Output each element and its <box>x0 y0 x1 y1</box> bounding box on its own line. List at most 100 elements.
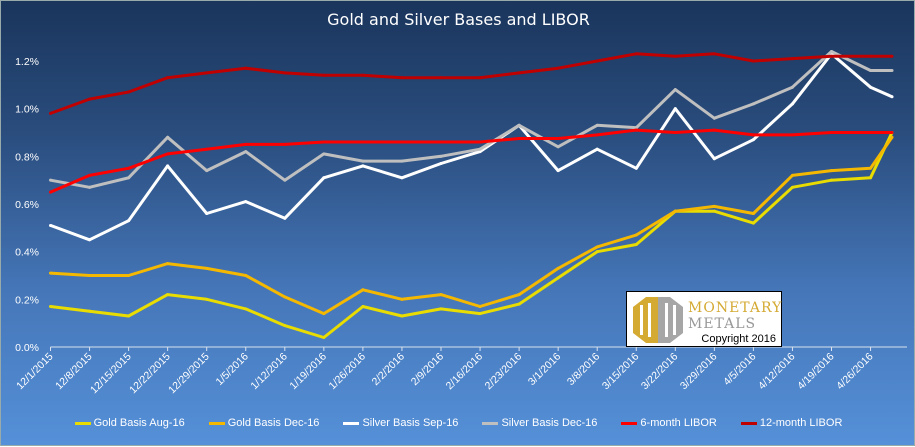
legend-label: 12-month LIBOR <box>759 417 843 429</box>
data-point <box>322 140 326 144</box>
legend-swatch <box>74 421 91 425</box>
data-point <box>556 266 560 270</box>
data-point <box>205 266 209 270</box>
data-point <box>712 204 716 208</box>
data-point <box>166 164 170 168</box>
data-point <box>751 212 755 216</box>
data-point <box>49 190 52 194</box>
data-point <box>830 49 833 53</box>
x-tick-label: 12/1/2015 <box>14 351 56 393</box>
legend-item: Silver Basis Sep-16 <box>343 417 458 429</box>
data-point <box>400 314 404 318</box>
data-point <box>361 304 365 308</box>
data-point <box>49 223 52 227</box>
data-point <box>517 293 521 297</box>
data-point <box>517 123 521 127</box>
x-tick-label: 2/16/2016 <box>444 351 486 393</box>
x-tick-label: 2/23/2016 <box>483 351 525 393</box>
data-point <box>244 142 248 146</box>
data-point <box>830 169 833 173</box>
data-point <box>127 219 131 223</box>
data-point <box>322 152 326 156</box>
series-line-gold-basis-dec-16 <box>50 136 894 316</box>
legend-label: Gold Basis Dec-16 <box>227 417 320 429</box>
x-tick-label: 4/12/2016 <box>756 351 798 393</box>
data-point <box>205 147 209 151</box>
data-point <box>127 166 131 170</box>
data-point <box>478 312 482 316</box>
data-point <box>361 288 365 292</box>
data-point <box>283 71 287 75</box>
data-point <box>556 276 560 280</box>
data-point <box>556 145 560 149</box>
data-point <box>361 73 365 77</box>
data-point <box>673 54 677 58</box>
data-point <box>556 136 560 140</box>
data-point <box>244 274 248 277</box>
data-point <box>634 166 638 170</box>
data-point <box>673 131 677 134</box>
data-point <box>869 54 873 58</box>
data-point <box>205 169 209 173</box>
data-point <box>751 102 755 106</box>
data-point <box>244 150 248 154</box>
data-point <box>517 136 521 140</box>
data-point <box>205 297 209 301</box>
data-point <box>869 131 873 134</box>
data-point <box>556 66 560 70</box>
data-point <box>634 126 638 130</box>
x-tick-label: 1/26/2016 <box>327 351 369 393</box>
data-point <box>478 140 482 144</box>
data-point <box>439 293 443 297</box>
data-point <box>890 69 894 73</box>
data-point <box>400 176 404 180</box>
data-point <box>890 54 894 58</box>
data-point <box>166 293 170 297</box>
legend-item: Gold Basis Dec-16 <box>208 417 320 429</box>
legend: Gold Basis Aug-16 Gold Basis Dec-16 Silver… <box>1 417 915 429</box>
data-point <box>634 52 638 56</box>
data-point <box>712 157 716 161</box>
data-point <box>751 133 755 137</box>
data-point <box>712 116 716 120</box>
data-point <box>712 52 716 56</box>
data-point <box>127 90 131 94</box>
legend-item: 12-month LIBOR <box>740 417 843 429</box>
legend-item: Gold Basis Aug-16 <box>74 417 185 429</box>
logo-line1: Monetary <box>688 300 783 316</box>
data-point <box>751 138 755 142</box>
data-point <box>790 102 794 106</box>
data-point <box>88 97 92 101</box>
y-tick-label: 0.0% <box>15 342 39 354</box>
x-tick-label: 3/15/2016 <box>600 351 642 393</box>
data-point <box>166 262 170 266</box>
data-point <box>127 314 131 318</box>
legend-label: Silver Basis Sep-16 <box>362 417 459 429</box>
data-point <box>830 178 833 182</box>
data-point <box>830 54 833 58</box>
data-point <box>361 140 365 144</box>
data-point <box>166 76 170 80</box>
data-point <box>634 233 638 237</box>
data-point <box>322 73 326 77</box>
y-tick-label: 0.4% <box>15 247 39 259</box>
data-point <box>712 209 716 213</box>
data-point <box>283 216 287 220</box>
data-point <box>244 66 248 70</box>
data-point <box>595 59 599 63</box>
data-point <box>400 297 404 301</box>
data-point <box>127 176 131 180</box>
data-point <box>890 135 894 139</box>
legend-swatch <box>621 421 638 425</box>
data-point <box>283 178 287 182</box>
data-point <box>790 173 794 177</box>
data-point <box>88 274 92 277</box>
x-tick-label: 4/26/2016 <box>834 351 876 393</box>
data-point <box>88 238 92 242</box>
data-point <box>595 123 599 127</box>
data-point <box>673 107 677 111</box>
data-point <box>439 161 443 165</box>
y-tick-label: 0.6% <box>15 199 39 211</box>
x-tick-label: 12/29/2015 <box>166 351 212 397</box>
